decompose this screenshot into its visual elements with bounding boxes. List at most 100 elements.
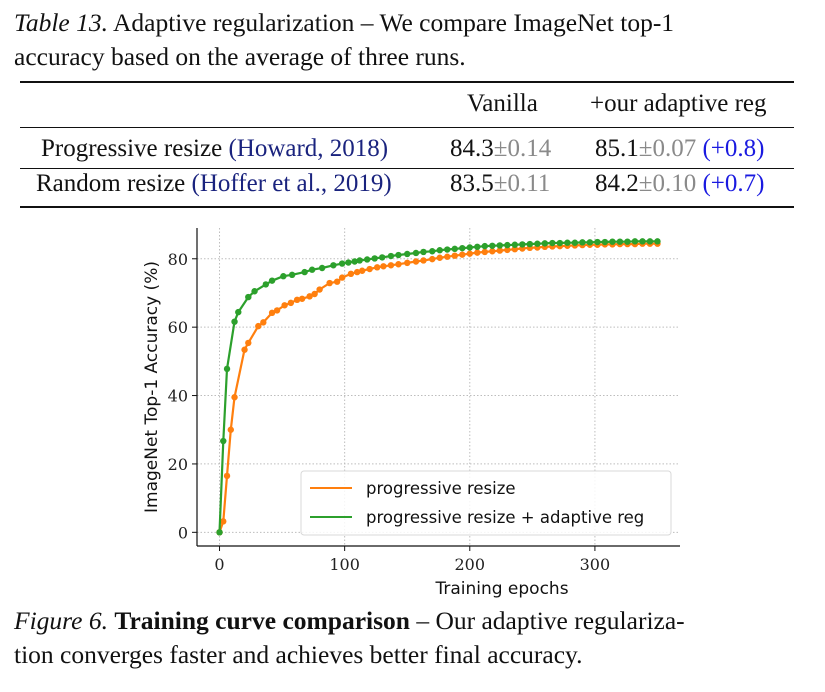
data-point: [395, 261, 402, 268]
y-tick-label: 60: [168, 318, 188, 337]
row-citation-link[interactable]: (Howard, 2018): [228, 135, 389, 162]
data-point: [262, 281, 270, 288]
vanilla-std: ±0.11: [493, 170, 551, 197]
data-point: [345, 259, 352, 266]
data-point: [549, 239, 556, 247]
data-point: [220, 437, 227, 445]
data-point: [366, 265, 373, 273]
data-point: [223, 472, 231, 480]
data-point: [586, 239, 594, 246]
data-point: [526, 240, 534, 248]
data-point: [420, 248, 427, 256]
x-tick-label: 0: [214, 555, 224, 574]
legend-label-adaptive: progressive resize + adaptive reg: [366, 508, 644, 527]
data-point: [373, 264, 381, 271]
data-point: [395, 251, 402, 259]
data-point: [231, 318, 238, 325]
gain-value: (+0.8): [702, 135, 765, 162]
data-point: [481, 248, 488, 256]
data-point: [616, 238, 624, 245]
data-point: [220, 518, 227, 525]
data-point: [260, 319, 267, 326]
series-progressive-resize-adaptive-reg: [216, 238, 661, 536]
data-point: [412, 258, 420, 265]
data-point: [631, 238, 639, 245]
data-point: [496, 242, 504, 249]
x-tick-label: 200: [455, 555, 486, 574]
data-point: [496, 247, 504, 254]
data-point: [387, 252, 395, 260]
data-point: [333, 278, 341, 285]
data-point: [519, 241, 526, 248]
data-point: [646, 238, 654, 245]
row-adaptive-cell: 85.1±0.07 (+0.8): [595, 134, 764, 164]
data-point: [288, 271, 296, 279]
row-method: Random resize: [36, 170, 186, 197]
row-citation-link[interactable]: (Hoffer et al., 2019): [191, 170, 392, 197]
data-point: [420, 257, 427, 264]
table-caption-line2: accuracy based on the average of three r…: [14, 42, 466, 71]
data-point: [347, 270, 355, 278]
data-point: [338, 274, 346, 281]
data-point: [378, 254, 386, 261]
data-point: [338, 260, 346, 267]
data-point: [504, 246, 511, 254]
gain-value: (+0.7): [702, 170, 765, 197]
y-tick-label: 40: [168, 387, 188, 406]
data-point: [556, 239, 564, 247]
data-point: [436, 247, 443, 254]
data-point: [241, 346, 248, 353]
ticks: 0 100 200 300 0 20 40 60 80: [168, 250, 611, 574]
table-header-adaptive: +our adaptive reg: [590, 90, 767, 117]
data-point: [245, 339, 252, 347]
data-point: [306, 293, 313, 300]
data-point: [609, 238, 616, 245]
table-row-rule: [20, 168, 794, 169]
data-point: [387, 262, 395, 269]
table-top-rule: [20, 81, 794, 83]
data-point: [316, 286, 323, 293]
data-point: [444, 246, 451, 253]
figure-caption-dash: –: [416, 606, 430, 635]
data-point: [255, 322, 262, 330]
data-point: [231, 394, 238, 401]
data-point: [466, 244, 473, 251]
data-point: [504, 241, 511, 249]
series-group: [216, 238, 661, 536]
data-point: [280, 273, 287, 280]
data-point: [639, 238, 646, 245]
adaptive-mean: 84.2: [595, 170, 639, 197]
data-point: [268, 309, 276, 316]
data-point: [489, 248, 496, 255]
legend: progressive resize progressive resize + …: [300, 470, 672, 536]
vanilla-mean: 84.3: [450, 135, 494, 162]
row-vanilla-cell: 84.3±0.14: [450, 134, 551, 164]
y-tick-label: 0: [178, 523, 188, 542]
data-point: [541, 240, 549, 247]
data-point: [356, 257, 363, 264]
table-caption-line1: Adaptive regularization – We compare Ima…: [112, 8, 675, 37]
data-point: [245, 293, 252, 301]
data-point: [429, 248, 436, 255]
data-point: [235, 308, 242, 316]
data-point: [481, 242, 488, 250]
figure-caption: Figure 6. Training curve comparison – Ou…: [14, 604, 814, 672]
table-caption-label: Table 13.: [14, 8, 108, 37]
table-header-rule: [20, 127, 794, 128]
data-point: [444, 253, 451, 260]
data-point: [579, 239, 586, 246]
data-point: [624, 238, 631, 245]
data-point: [281, 302, 288, 309]
data-point: [451, 252, 458, 259]
data-point: [459, 244, 466, 252]
data-point: [571, 239, 579, 246]
data-point: [311, 290, 318, 298]
vanilla-mean: 83.5: [450, 170, 494, 197]
data-point: [564, 239, 571, 246]
adaptive-mean: 85.1: [595, 135, 639, 162]
data-point: [223, 365, 231, 373]
data-point: [594, 238, 601, 246]
data-point: [251, 288, 258, 295]
data-point: [511, 246, 519, 253]
data-point: [511, 241, 519, 248]
